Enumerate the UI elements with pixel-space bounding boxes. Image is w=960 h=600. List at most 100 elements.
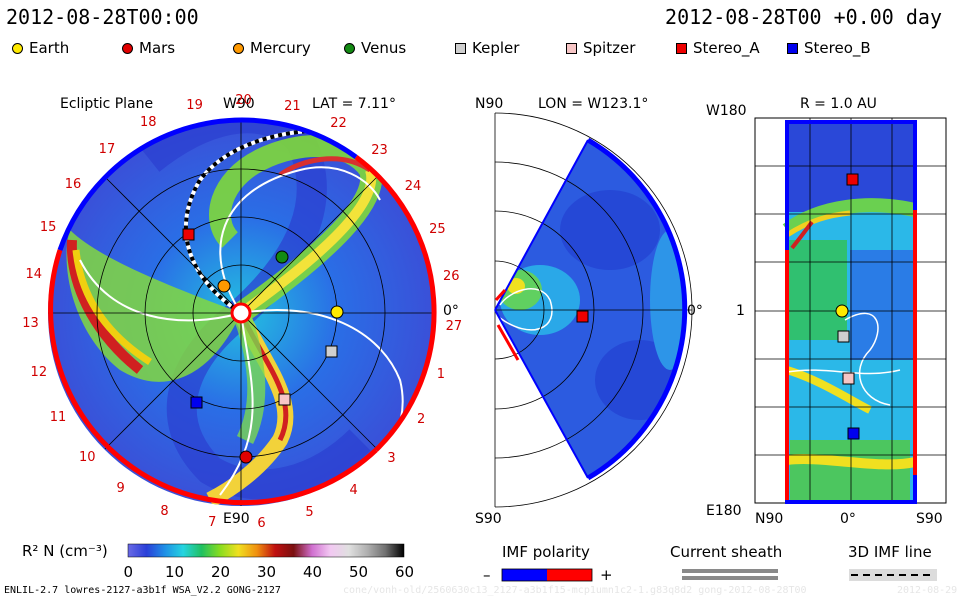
legend-item-venus: Venus (344, 39, 406, 57)
legend-label: Stereo_A (693, 39, 760, 57)
mars-marker (239, 450, 253, 464)
carrington-tick-label: 15 (39, 219, 57, 235)
legend-item-spitzer: Spitzer (566, 39, 635, 57)
carrington-tick-label: 27 (445, 318, 463, 334)
earth-marker (330, 305, 344, 319)
legend-label: Mars (139, 39, 176, 57)
spitzer-map-marker (842, 372, 855, 385)
carrington-tick-label: 20 (235, 93, 252, 108)
venus-marker (275, 250, 289, 264)
ecliptic-top-label: W90 (223, 96, 255, 112)
carrington-tick-label: 22 (330, 116, 347, 132)
legend-label: Kepler (472, 39, 520, 57)
stereo-a-map-marker (846, 173, 859, 186)
imf-minus: – (483, 566, 491, 584)
colorbar (127, 543, 405, 558)
carrington-tick-label: 12 (30, 364, 48, 380)
legend-label: Stereo_B (804, 39, 871, 57)
carrington-tick-label: 13 (22, 316, 39, 332)
sphere-map-bottom-center: 0° (840, 511, 856, 527)
carrington-tick-label: 2 (416, 412, 426, 428)
colorbar-tick-label: 60 (395, 563, 415, 581)
carrington-tick-label: 23 (371, 143, 388, 159)
footer-right: cone/vonh-old/2560630c13_2127-a3b1f15-mc… (343, 585, 807, 596)
meridional-outer-ring (586, 137, 688, 481)
imf-line-title: 3D IMF line (848, 543, 932, 561)
legend-item-earth: Earth (12, 39, 69, 57)
polarity-ring-positive (354, 154, 437, 452)
spitzer-marker (278, 393, 291, 406)
colorbar-tick-label: 10 (165, 563, 185, 581)
stereo-b-marker (190, 396, 203, 409)
carrington-tick-label: 6 (257, 515, 266, 531)
timestamp-left: 2012-08-28T00:00 (6, 5, 199, 29)
venus-legend-marker (344, 42, 355, 54)
legend-item-stereo-b: Stereo_B (787, 39, 871, 57)
sphere-map-mid-left: 1 (736, 303, 745, 319)
ecliptic-right-label: 0° (443, 303, 459, 319)
earth-legend-marker (12, 42, 23, 54)
sphere-map-top-left: W180 (706, 103, 747, 119)
colorbar-tick-label: 50 (349, 563, 369, 581)
imf-plus: + (600, 566, 613, 584)
sun-marker (230, 302, 252, 324)
meridional-edge-bottom (494, 309, 589, 479)
timestamp-right: 2012-08-28T00 +0.00 day (665, 5, 942, 29)
carrington-tick-label: 3 (387, 451, 396, 467)
footer-far-right: 2012-08-29 (897, 585, 958, 596)
legend-label: Venus (361, 39, 407, 57)
meridional-plane-panel (494, 112, 693, 508)
carrington-tick-label: 19 (186, 98, 203, 114)
kepler-legend-marker (455, 42, 466, 54)
polarity-ring-positive-2 (48, 249, 378, 506)
imf-negative-swatch (502, 569, 547, 581)
imf-positive-swatch (547, 569, 592, 581)
footer-left: ENLIL-2.7 lowres-2127-a3b1f WSA_V2.2 GON… (4, 585, 281, 596)
ecliptic-density-features (66, 120, 404, 506)
legend-label: Mercury (250, 39, 311, 57)
ecliptic-plane-panel (48, 117, 437, 506)
legend-item-kepler: Kepler (455, 39, 519, 57)
carrington-tick-label: 16 (64, 177, 82, 193)
mars-legend-marker (122, 42, 133, 54)
stereo-a-marker (182, 228, 195, 241)
polarity-ring-negative (57, 117, 358, 251)
kepler-marker (325, 345, 338, 358)
stereo-b-legend-marker (787, 42, 798, 54)
meridional-edge-top (494, 139, 589, 311)
ecliptic-title: Ecliptic Plane (60, 96, 154, 112)
sphere-map-title: R = 1.0 AU (800, 96, 877, 112)
carrington-tick-label: 5 (305, 504, 314, 520)
legend-label: Earth (29, 39, 70, 57)
legend-label: Spitzer (583, 39, 636, 57)
stereo-a-meridional-marker (576, 310, 589, 323)
carrington-tick-label: 4 (349, 482, 358, 498)
carrington-tick-label: 24 (404, 179, 422, 195)
carrington-tick-label: 26 (442, 269, 460, 285)
carrington-tick-label: 14 (25, 266, 42, 282)
legend-item-stereo-a: Stereo_A (676, 39, 760, 57)
carrington-tick-label: 21 (284, 99, 301, 114)
mercury-marker (217, 279, 231, 293)
colorbar-tick-label: 0 (123, 563, 134, 581)
carrington-tick-label: 8 (160, 503, 169, 519)
mercury-legend-marker (233, 42, 244, 54)
imf-polarity-title: IMF polarity (502, 543, 590, 561)
sphere-map-panel (754, 117, 947, 504)
ecliptic-bottom-label: E90 (223, 511, 250, 527)
carrington-tick-label: 1 (436, 366, 446, 382)
meridional-top-label: N90 (475, 96, 504, 112)
carrington-tick-label: 18 (139, 114, 157, 130)
spitzer-legend-marker (566, 42, 577, 54)
lon-label: LON = W123.1° (538, 96, 649, 112)
sphere-map-bottom-s: S90 (916, 511, 943, 527)
sphere-map-bottom-left: E180 (706, 503, 742, 519)
carrington-tick-label: 7 (208, 515, 217, 531)
legend-item-mercury: Mercury (233, 39, 311, 57)
legend-item-mars: Mars (122, 39, 175, 57)
current-sheath-title: Current sheath (670, 543, 783, 561)
meridional-bottom-label: S90 (475, 511, 502, 527)
carrington-tick-label: 9 (116, 481, 125, 497)
earth-map-marker (835, 304, 849, 318)
